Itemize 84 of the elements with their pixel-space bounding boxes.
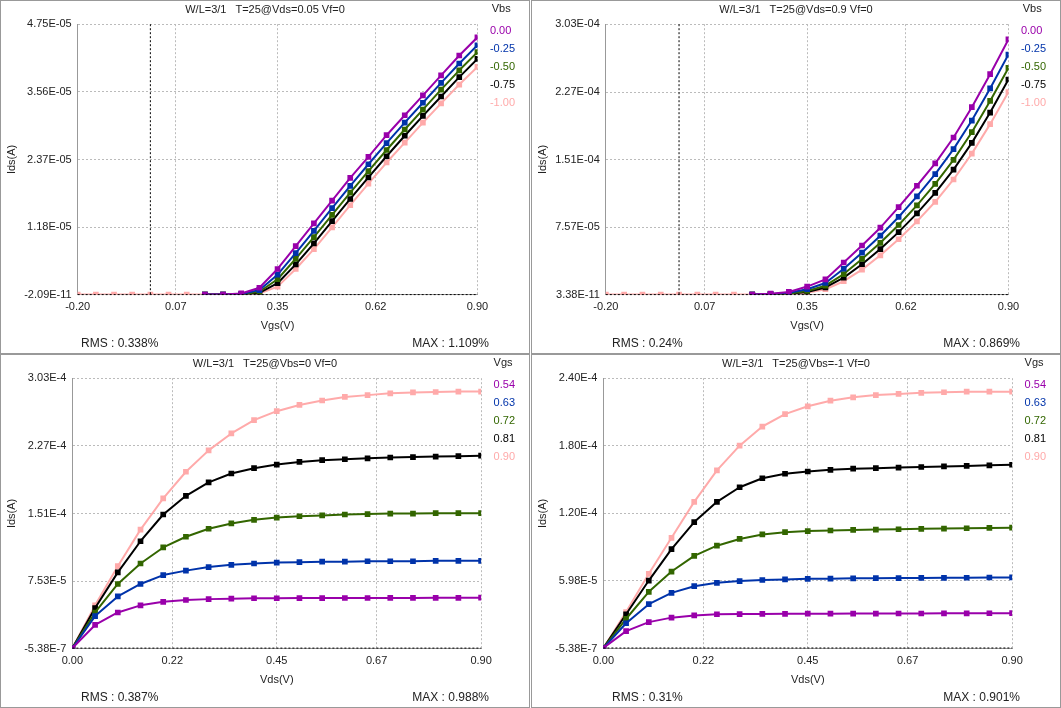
y-tick-label: 7.57E-05	[555, 220, 600, 233]
x-tick-label: -0.20	[65, 300, 91, 313]
chart-title: W/L=3/1 T=25@Vbs=-1 Vf=0	[722, 356, 870, 369]
series-label: -0.50	[489, 59, 516, 72]
x-tick-label: 0.45	[797, 654, 819, 667]
x-tick-label: 0.90	[1001, 654, 1023, 667]
y-tick-label: 1.80E-4	[558, 438, 598, 451]
x-tick-label: 0.07	[693, 300, 716, 313]
legend-title: Vbs	[491, 1, 512, 14]
series-label: -0.50	[1020, 59, 1047, 72]
x-tick-label: 0.67	[365, 654, 388, 667]
series-label: 0.00	[1020, 23, 1043, 36]
y-axis-title: Ids(A)	[535, 498, 548, 529]
series-label: -0.75	[489, 77, 516, 90]
text: MAX : 0.901%	[943, 689, 1020, 706]
y-tick-label: 3.56E-05	[27, 84, 72, 97]
x-tick-label: 0.07	[165, 300, 187, 313]
y-tick-label: 1.51E-04	[555, 152, 600, 165]
y-tick-label: 1.20E-4	[558, 506, 598, 519]
x-tick-label: -0.20	[593, 300, 619, 313]
text: RMS : 0.24%	[612, 335, 683, 352]
chart-title: W/L=3/1 T=25@Vbs=0 Vf=0	[192, 356, 338, 369]
x-tick-label: 0.00	[592, 654, 615, 667]
y-tick-label: 4.75E-05	[27, 17, 72, 30]
x-tick-label: 0.67	[896, 654, 919, 667]
y-tick-label: 1.18E-05	[27, 220, 72, 233]
series-label: 0.81	[493, 431, 516, 444]
text: 0.90	[493, 449, 516, 462]
y-tick-label: 3.03E-4	[27, 371, 67, 384]
y-tick-label: 3.03E-04	[555, 17, 600, 30]
x-axis-title: Vds(V)	[259, 673, 294, 686]
x-tick-label: 0.00	[61, 654, 84, 667]
y-tick-label: 2.40E-4	[558, 371, 598, 384]
x-axis-title: Vds(V)	[790, 673, 825, 686]
y-tick-label: 2.27E-4	[27, 438, 67, 451]
x-tick-label: 0.35	[796, 300, 818, 313]
x-tick-label: 0.22	[692, 654, 715, 667]
y-tick-label: -5.38E-7	[24, 641, 67, 654]
series-label: -1.00	[1020, 95, 1047, 108]
y-tick-label: 7.53E-5	[27, 574, 67, 587]
x-tick-label: 0.62	[895, 300, 917, 313]
series-label: -0.75	[1020, 77, 1047, 90]
y-axis-title: Ids(A)	[4, 144, 17, 175]
x-tick-label: 0.90	[470, 654, 492, 667]
y-axis-title: Ids(A)	[4, 498, 17, 529]
y-tick-label: -2.09E-11	[24, 287, 72, 300]
series-label: -0.25	[489, 41, 516, 54]
y-tick-label: -5.38E-7	[555, 641, 598, 654]
y-tick-label: 2.27E-04	[555, 85, 600, 98]
y-tick-label: 1.51E-4	[27, 506, 67, 519]
x-tick-label: 0.62	[364, 300, 387, 313]
x-tick-label: 0.45	[266, 654, 288, 667]
text: 0.63	[493, 395, 516, 408]
chart-title: W/L=3/1 T=25@Vds=0.05 Vf=0	[185, 2, 345, 15]
text: RMS : 0.31%	[612, 689, 683, 706]
series-label: -0.25	[1020, 41, 1047, 54]
text: RMS : 0.387%	[81, 689, 159, 706]
text: MAX : 1.109%	[412, 335, 489, 352]
x-tick-label: 0.90	[466, 300, 489, 313]
legend-title: Vgs	[1024, 355, 1045, 368]
x-axis-title: Vgs(V)	[260, 319, 295, 332]
x-tick-label: 0.90	[997, 300, 1020, 313]
text: 0.54	[1024, 377, 1047, 390]
text: -1.00	[489, 95, 516, 108]
series-label: 0.00	[489, 23, 512, 36]
x-axis-title: Vgs(V)	[790, 319, 824, 332]
text: MAX : 0.869%	[943, 335, 1020, 352]
y-tick-label: 3.38E-11	[556, 287, 600, 300]
chart-title: W/L=3/1 T=25@Vds=0.9 Vf=0	[719, 2, 873, 15]
text: 0.72	[493, 413, 516, 426]
y-tick-label: 5.98E-5	[558, 573, 598, 586]
y-axis-title: Ids(A)	[535, 144, 548, 175]
text: 0.90	[1024, 449, 1047, 462]
text: 0.54	[493, 377, 516, 390]
x-tick-label: 0.22	[161, 654, 184, 667]
legend-title: Vgs	[493, 355, 514, 368]
text: RMS : 0.338%	[81, 335, 159, 352]
series-label: 0.81	[1024, 431, 1047, 444]
text: 0.72	[1024, 413, 1047, 426]
text: 0.63	[1024, 395, 1047, 408]
x-tick-label: 0.35	[266, 300, 289, 313]
text: MAX : 0.988%	[412, 689, 489, 706]
legend-title: Vbs	[1022, 1, 1043, 14]
y-tick-label: 2.37E-05	[27, 152, 72, 165]
